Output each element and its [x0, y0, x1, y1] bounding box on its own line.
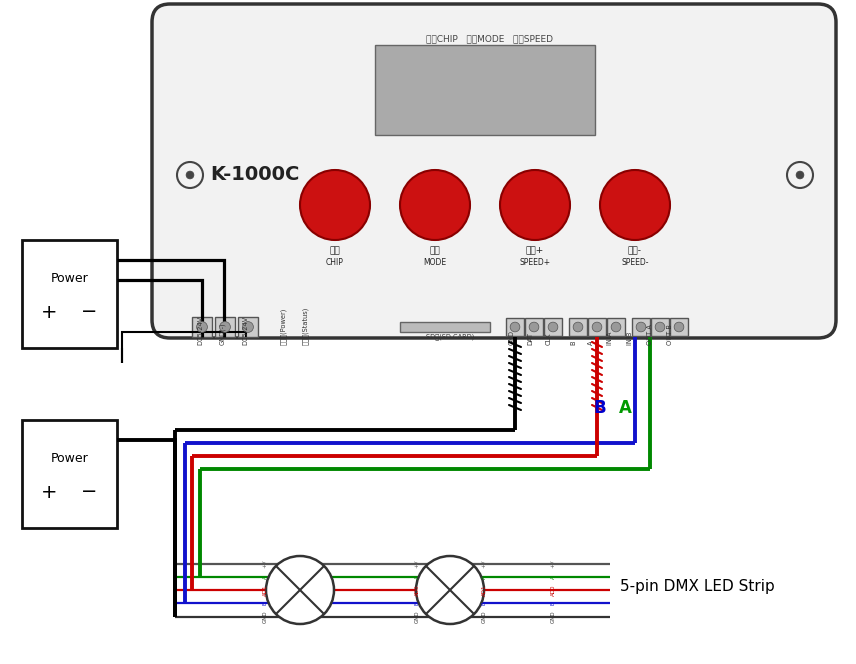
Text: CHIP: CHIP [326, 258, 344, 267]
Text: DC5-24V: DC5-24V [197, 316, 203, 345]
Circle shape [592, 322, 602, 332]
Text: GND(-): GND(-) [219, 323, 225, 345]
Text: +V: +V [550, 560, 556, 568]
Circle shape [177, 162, 203, 188]
Text: B: B [594, 399, 606, 417]
Text: GND: GND [550, 611, 556, 623]
Text: GND: GND [481, 611, 486, 623]
Text: A: A [481, 575, 486, 579]
Text: 状态灯(Status): 状态灯(Status) [301, 307, 308, 345]
Text: CLK: CLK [546, 333, 552, 345]
Text: GND: GND [509, 330, 515, 345]
Bar [544, 318, 562, 336]
Text: SD卡(SD CARD): SD卡(SD CARD) [425, 333, 474, 340]
Circle shape [655, 322, 665, 332]
Circle shape [611, 322, 621, 332]
Text: B: B [481, 601, 486, 605]
Bar [192, 317, 212, 337]
Text: Power: Power [51, 272, 88, 286]
Bar [670, 318, 688, 336]
Text: A: A [263, 575, 267, 579]
Circle shape [787, 162, 813, 188]
Text: A: A [619, 399, 632, 417]
Circle shape [500, 170, 570, 240]
Text: 速幥-: 速幥- [628, 246, 642, 255]
Circle shape [548, 322, 558, 332]
Text: +V: +V [414, 560, 419, 568]
Bar [22, 240, 117, 348]
Text: AD0: AD0 [414, 584, 419, 596]
Text: 模式: 模式 [430, 246, 440, 255]
Text: AD0: AD0 [550, 584, 556, 596]
Circle shape [416, 556, 484, 624]
Text: Power: Power [51, 452, 88, 465]
Text: 芯片CHIP   模式MODE   速幥SPEED: 芯片CHIP 模式MODE 速幥SPEED [426, 34, 554, 43]
FancyBboxPatch shape [152, 4, 836, 338]
Text: 5-pin DMX LED Strip: 5-pin DMX LED Strip [620, 580, 775, 594]
Text: GND: GND [414, 611, 419, 623]
Circle shape [574, 322, 583, 332]
Text: +V: +V [263, 560, 267, 568]
Text: +: + [41, 483, 57, 501]
Circle shape [600, 170, 670, 240]
Text: 芯片: 芯片 [330, 246, 341, 255]
Text: B: B [550, 601, 556, 605]
Text: B: B [570, 341, 576, 345]
Circle shape [197, 321, 207, 333]
Bar [506, 318, 524, 336]
Circle shape [529, 322, 539, 332]
Circle shape [266, 556, 334, 624]
Text: B: B [414, 601, 419, 605]
Circle shape [510, 322, 520, 332]
Text: DC5-24V: DC5-24V [242, 316, 248, 345]
Circle shape [636, 322, 646, 332]
Text: IN A: IN A [607, 331, 613, 345]
Text: B: B [263, 601, 267, 605]
Circle shape [220, 321, 230, 333]
Bar [569, 318, 587, 336]
Bar [375, 45, 595, 135]
Bar [22, 420, 117, 528]
Text: +: + [41, 303, 57, 321]
Circle shape [400, 170, 470, 240]
Text: A: A [588, 341, 594, 345]
Circle shape [675, 322, 684, 332]
Text: +V: +V [481, 560, 486, 568]
Text: OUT A: OUT A [647, 324, 653, 345]
Bar [400, 322, 490, 332]
Bar [525, 318, 543, 336]
Text: K-1000C: K-1000C [210, 165, 300, 185]
Text: 速幥+: 速幥+ [526, 246, 544, 255]
Text: OUT B: OUT B [667, 324, 673, 345]
Circle shape [186, 171, 194, 179]
Bar [607, 318, 625, 336]
Text: GND: GND [263, 611, 267, 623]
Bar [588, 318, 606, 336]
Text: SPEED-: SPEED- [621, 258, 649, 267]
Text: DAT: DAT [527, 332, 533, 345]
Text: A: A [414, 575, 419, 579]
Circle shape [242, 321, 253, 333]
Text: A: A [550, 575, 556, 579]
Bar [238, 317, 258, 337]
Bar [632, 318, 650, 336]
Text: SPEED+: SPEED+ [520, 258, 550, 267]
Text: AD1: AD1 [263, 584, 267, 596]
Text: −: − [81, 483, 98, 501]
Text: 电源灯(Power): 电源灯(Power) [280, 307, 286, 345]
Text: −: − [81, 303, 98, 321]
Text: IN B: IN B [627, 331, 633, 345]
Circle shape [796, 171, 804, 179]
Text: MODE: MODE [424, 258, 447, 267]
Bar [215, 317, 235, 337]
Circle shape [300, 170, 370, 240]
Bar [651, 318, 669, 336]
Text: AD1: AD1 [481, 584, 486, 596]
